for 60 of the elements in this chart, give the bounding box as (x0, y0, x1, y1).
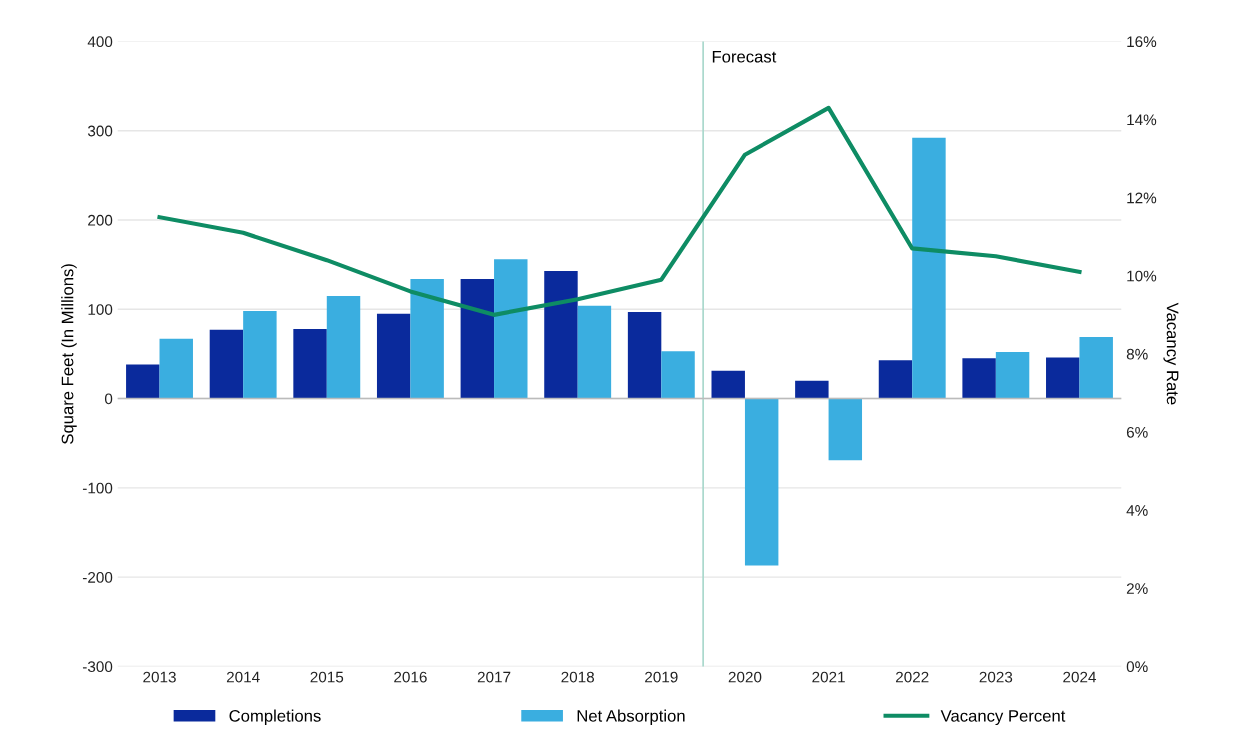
bar (326, 295, 361, 399)
legend-label: Vacancy Percent (940, 710, 1066, 726)
bar (962, 358, 996, 399)
x-tick-label: 2024 (1063, 671, 1097, 683)
y2-axis-title: Vacancy Rate (1163, 302, 1179, 405)
x-tick-label: 2019 (645, 671, 678, 683)
y2-tick-label: 8% (1126, 348, 1148, 360)
bar (544, 270, 578, 399)
legend-label: Net Absorption (577, 709, 685, 726)
bar (1046, 357, 1080, 399)
x-tick-label: 2022 (895, 671, 929, 683)
bar (376, 313, 411, 399)
x-tick-label: 2017 (477, 671, 511, 683)
y-tick-label: -100 (82, 482, 113, 494)
bar (828, 398, 863, 461)
bar (912, 137, 946, 399)
bar (494, 259, 528, 399)
bar (995, 352, 1030, 399)
y2-tick-label: 4% (1126, 505, 1148, 516)
y2-tick-label: 12% (1127, 192, 1157, 204)
y-tick-label: 400 (87, 36, 113, 48)
x-tick-label: 2023 (979, 671, 1013, 683)
y2-tick-label: 2% (1126, 583, 1148, 594)
x-tick-label: 2013 (143, 671, 176, 683)
y2-tick-label: 0% (1126, 661, 1148, 673)
bar (159, 338, 193, 399)
y2-tick-label: 6% (1126, 426, 1148, 438)
bar (1079, 336, 1113, 399)
bar (711, 370, 745, 399)
bar (410, 278, 444, 399)
bar (661, 351, 695, 399)
bar (744, 398, 779, 566)
bar (627, 311, 662, 399)
ref-line-label: Forecast (712, 50, 777, 63)
y2-tick-label: 16% (1127, 36, 1157, 48)
x-tick-label: 2020 (728, 671, 762, 683)
bar (243, 311, 277, 399)
y-tick-label: 200 (88, 214, 113, 226)
bar (209, 329, 244, 399)
y-tick-label: 300 (87, 125, 113, 137)
y-tick-label: -200 (82, 571, 113, 583)
line-series (157, 105, 1082, 317)
y-tick-label: -300 (82, 661, 113, 673)
x-tick-label: 2015 (310, 671, 344, 683)
bar (878, 360, 913, 399)
bar (460, 278, 495, 399)
y-tick-label: 100 (88, 304, 113, 315)
x-tick-label: 2016 (394, 671, 427, 683)
y2-tick-label: 10% (1127, 270, 1157, 282)
y-axis-title: Square Feet (In Millions) (61, 264, 77, 444)
x-tick-label: 2018 (561, 671, 595, 683)
bar (577, 305, 612, 399)
x-tick-label: 2021 (812, 671, 845, 683)
bar (795, 380, 829, 399)
y2-tick-label: 14% (1127, 114, 1157, 126)
bar (293, 328, 327, 399)
bar (126, 364, 160, 399)
y-tick-label: 0 (104, 393, 113, 405)
legend-label: Completions (229, 709, 321, 726)
x-tick-label: 2014 (226, 671, 260, 683)
